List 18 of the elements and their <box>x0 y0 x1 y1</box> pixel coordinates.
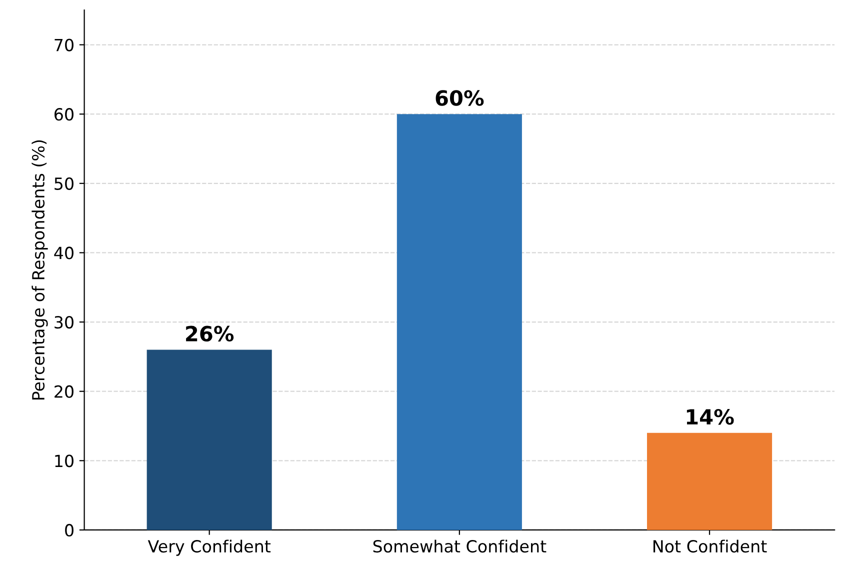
bar <box>647 432 772 530</box>
y-tick-label: 20 <box>54 385 74 398</box>
y-tick-label: 10 <box>55 454 74 468</box>
x-tick-label: Very Confident <box>148 540 271 556</box>
data-label: 14% <box>686 408 734 425</box>
bar <box>396 114 522 530</box>
data-label: 26% <box>186 326 234 342</box>
bar <box>146 350 272 530</box>
data-label: 60% <box>436 90 484 106</box>
x-tick-label: Not Confident <box>654 540 767 553</box>
y-tick-label: 50 <box>54 177 74 190</box>
y-tick-label: 70 <box>54 38 74 52</box>
y-tick-label: 40 <box>54 246 74 260</box>
x-tick-label: Somewhat Confident <box>373 540 546 553</box>
y-axis-title: Percentage of Respondents (%) <box>32 140 48 400</box>
y-tick-label: 60 <box>54 108 74 121</box>
y-tick-label: 0 <box>65 524 74 537</box>
y-tick-label: 30 <box>54 316 74 329</box>
